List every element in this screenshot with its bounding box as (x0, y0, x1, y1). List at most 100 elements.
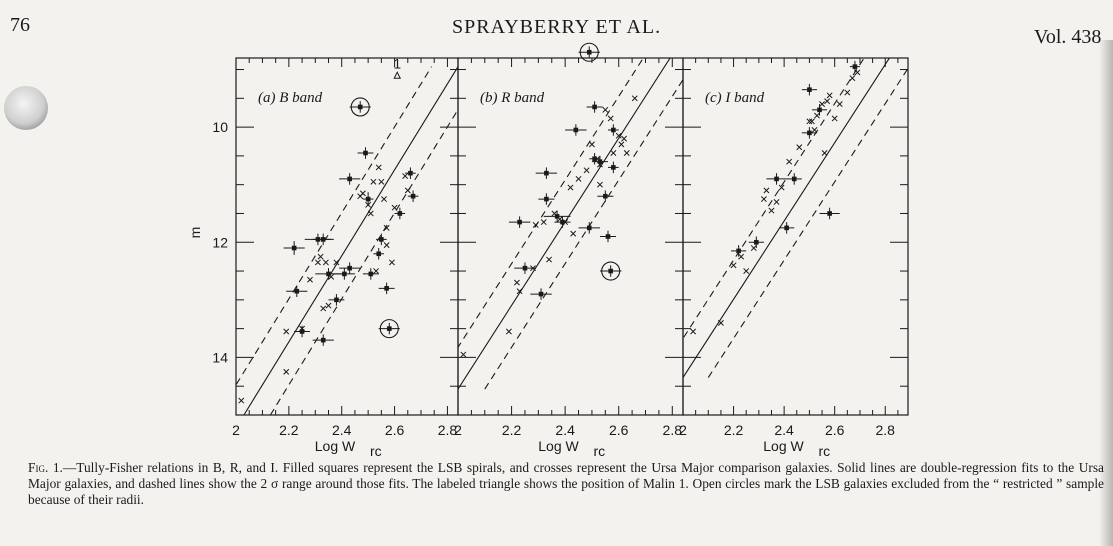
lsb-spiral-point (342, 271, 347, 277)
ursa-major-cross (750, 245, 757, 251)
ursa-major-cross (505, 328, 512, 335)
lsb-spiral-point (603, 193, 608, 199)
regression-fit-line (243, 66, 458, 415)
x-axis-title-subscript: rc (819, 443, 831, 459)
ursa-major-cross (602, 106, 609, 113)
lsb-spiral-point (774, 176, 779, 182)
lsb-spiral-point (807, 87, 812, 92)
ursa-major-cross (391, 204, 398, 211)
lsb-spiral-point (365, 196, 371, 202)
ursa-major-cross (322, 259, 329, 266)
lsb-spiral-point (347, 176, 352, 182)
lsb-spiral-point (376, 251, 382, 257)
plot-frame (457, 57, 684, 416)
lsb-spiral-point (592, 156, 597, 162)
lsb-spiral-point (554, 214, 560, 219)
x-tick-label: 2.8 (663, 422, 683, 438)
lsb-spiral-point (538, 291, 544, 297)
x-tick-label: 2.4 (774, 422, 794, 438)
ursa-major-cross (730, 262, 737, 269)
ursa-major-cross (460, 351, 467, 358)
ursa-major-cross (814, 112, 820, 119)
lsb-spiral-point (611, 165, 616, 170)
ursa-major-cross (717, 319, 724, 326)
x-axis-title: Log W (315, 438, 356, 454)
x-tick-label: 2.2 (279, 422, 299, 438)
lsb-spiral-point (368, 271, 374, 277)
lsb-spiral-point (347, 265, 352, 271)
x-axis-title: Log W (538, 438, 579, 454)
lsb-spiral-point (791, 176, 797, 182)
fit-lines (236, 66, 458, 415)
excluded-open-circle (350, 97, 370, 117)
y-axis-title: m (187, 227, 203, 239)
ursa-major-cross (618, 141, 625, 148)
excluded-open-circle (379, 319, 399, 339)
excluded-open-circle (601, 261, 621, 281)
ursa-major-cross (768, 207, 775, 214)
regression-fit-line (683, 58, 891, 378)
ursa-major-cross (570, 230, 577, 237)
lsb-spiral-point (544, 170, 549, 176)
panel-label: (c) I band (705, 90, 765, 106)
lsb-excluded-point (586, 49, 592, 55)
ursa-major-cross (513, 279, 520, 286)
regression-fit-line (458, 58, 671, 390)
ursa-major-cross (597, 181, 603, 188)
ursa-major-cross (359, 190, 366, 197)
y-tick-label: 12 (212, 234, 228, 250)
malin-1-label: 1 (393, 55, 401, 71)
ursa-major-cross (763, 187, 770, 194)
panel-label: (a) B band (258, 90, 323, 106)
ursa-major-cross (540, 219, 547, 226)
ursa-major-cross (796, 144, 803, 151)
lsb-spiral-point (334, 297, 339, 303)
ursa-major-cross (811, 127, 818, 133)
lsb-spiral-point (363, 150, 368, 156)
lsb-spiral-point (408, 170, 413, 176)
lsb-spiral-point (605, 234, 611, 239)
ursa-major-cross (610, 150, 617, 156)
x-tick-label: 2.6 (609, 422, 629, 438)
lsb-spiral-point (736, 248, 741, 254)
ursa-major-cross (546, 256, 553, 263)
ursa-major-cross (567, 184, 574, 191)
ursa-major-cross (806, 118, 813, 125)
lsb-spiral-point (586, 225, 592, 231)
ursa-major-cross (836, 101, 843, 108)
ursa-major-cross (826, 92, 833, 99)
ursa-major-cross (831, 115, 838, 122)
x-axis-title-subscript: rc (370, 443, 382, 459)
lsb-spiral-point (817, 107, 822, 113)
ursa-major-cross (307, 276, 313, 283)
ursa-major-cross (808, 118, 815, 125)
ursa-major-cross (381, 196, 387, 203)
lsb-spiral-point (597, 159, 603, 164)
binder-hole (4, 86, 48, 130)
x-tick-label: 2.6 (825, 422, 845, 438)
ursa-major-cross (849, 75, 856, 82)
excluded-open-circle (579, 42, 599, 62)
lsb-spiral-point (807, 130, 812, 136)
x-tick-label: 2 (679, 422, 687, 438)
ursa-major-cross (819, 101, 825, 108)
two-sigma-dashed-line (683, 58, 865, 340)
ursa-major-cross (743, 268, 750, 275)
lsb-spiral-point (397, 211, 403, 216)
ursa-major-cross (283, 328, 290, 335)
two-sigma-dashed-line (707, 67, 908, 378)
lsb-spiral-point (754, 239, 759, 245)
lsb-spiral-point (544, 196, 549, 202)
x-tick-label: 2.4 (555, 422, 575, 438)
malin-1-triangle (393, 71, 402, 79)
fit-lines (458, 58, 683, 390)
ursa-major-cross (383, 224, 390, 231)
x-tick-label: 2 (232, 422, 240, 438)
panel-1: 2 2.2 2.4 2.6 2.8 10 12 14 Log W rc m (a) B band 1 (187, 55, 459, 459)
ursa-major-cross (738, 253, 745, 260)
ursa-major-cross (623, 150, 630, 156)
panel-label: (b) R band (480, 90, 545, 106)
lsb-spiral-point (320, 237, 326, 242)
lsb-spiral-point (326, 271, 331, 277)
x-tick-label: 2.8 (876, 422, 896, 438)
